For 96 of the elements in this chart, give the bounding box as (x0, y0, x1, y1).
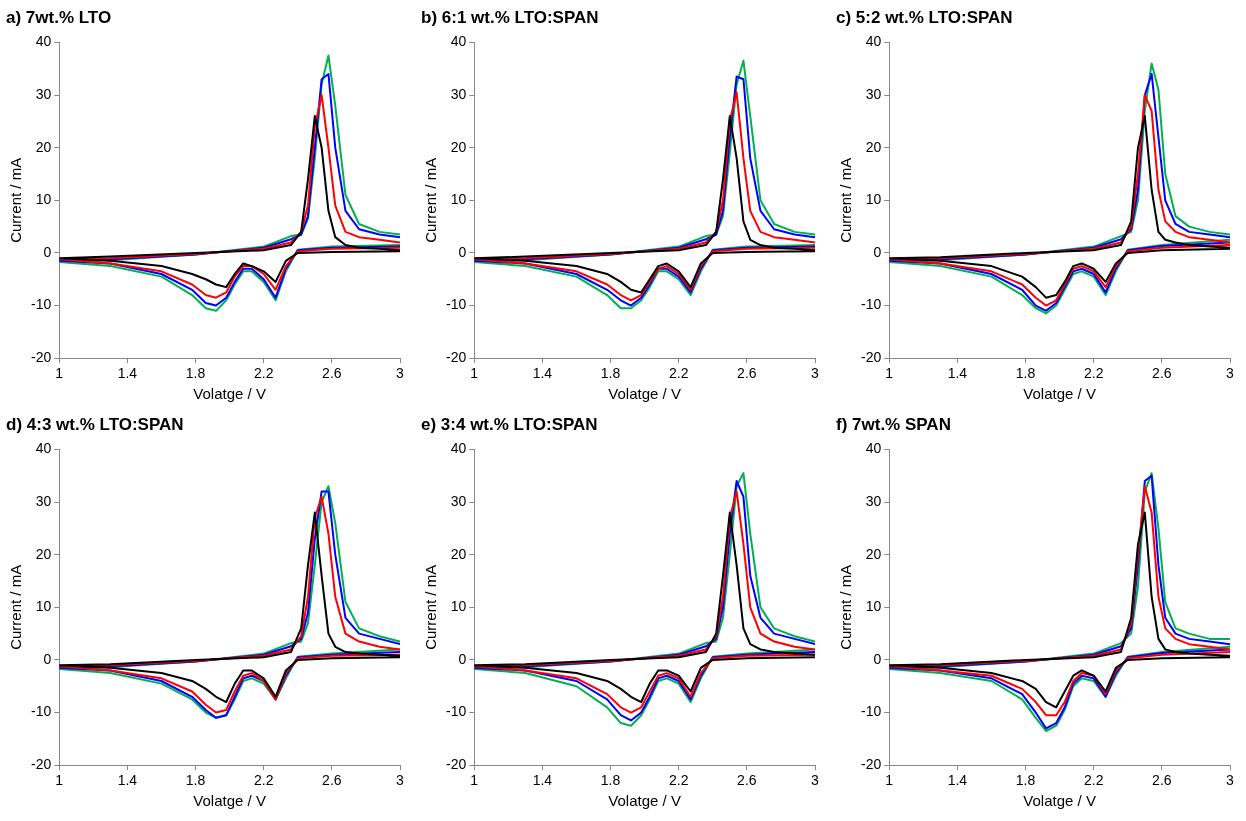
y-tick-label: 0 (458, 650, 467, 667)
y-axis-title: Current / mA (837, 157, 855, 243)
x-tick-label: 2.6 (322, 772, 342, 789)
y-tick-label: 40 (450, 33, 467, 50)
x-tick-label: 1 (885, 772, 894, 789)
x-tick-label: 2.2 (1083, 772, 1104, 789)
x-axis-title: Volatge / V (1023, 385, 1096, 403)
y-tick-label: -20 (861, 349, 882, 366)
y-axis-title: Current / mA (837, 564, 855, 650)
y-tick-label: 30 (450, 492, 467, 509)
x-axis-title: Volatge / V (193, 385, 266, 403)
x-tick-label: 1.8 (1015, 772, 1036, 789)
x-axis-title: Volatge / V (608, 385, 681, 403)
x-tick-label: 1.8 (600, 365, 621, 382)
x-tick-label: 3 (1226, 772, 1235, 789)
y-tick-label: -20 (446, 756, 467, 773)
y-tick-label: 0 (458, 243, 467, 260)
y-tick-label: 0 (873, 243, 882, 260)
chart-title: f) 7wt.% SPAN (836, 414, 951, 434)
x-tick-label: 1.4 (947, 365, 968, 382)
y-tick-label: -10 (31, 296, 52, 313)
x-tick-label: 1.4 (532, 772, 553, 789)
y-tick-label: 30 (865, 85, 882, 102)
y-tick-label: -10 (446, 703, 467, 720)
x-tick-label: 1.8 (185, 365, 206, 382)
y-tick-label: 40 (35, 33, 52, 50)
y-tick-label: 40 (865, 440, 882, 457)
x-tick-label: 1 (470, 365, 479, 382)
chart-title: e) 3:4 wt.% LTO:SPAN (421, 414, 598, 434)
y-tick-label: -20 (446, 349, 467, 366)
y-tick-label: 20 (865, 138, 882, 155)
x-tick-label: 2.6 (322, 365, 342, 382)
y-tick-label: -20 (31, 349, 52, 366)
x-tick-label: 3 (811, 772, 820, 789)
x-tick-label: 1.4 (117, 365, 138, 382)
chart-title: c) 5:2 wt.% LTO:SPAN (836, 7, 1013, 27)
y-axis-title: Current / mA (7, 157, 25, 243)
x-tick-label: 3 (396, 772, 405, 789)
y-tick-label: 0 (873, 650, 882, 667)
x-tick-label: 3 (1226, 365, 1235, 382)
y-tick-label: 30 (35, 492, 52, 509)
chart-title: a) 7wt.% LTO (6, 7, 112, 27)
y-tick-label: 20 (450, 138, 467, 155)
y-tick-label: -10 (446, 296, 467, 313)
x-tick-label: 2.2 (1083, 365, 1104, 382)
x-tick-label: 2.2 (668, 772, 689, 789)
y-axis-title: Current / mA (422, 157, 440, 243)
x-tick-label: 2.6 (1152, 365, 1172, 382)
x-tick-label: 1.4 (532, 365, 553, 382)
y-tick-label: 0 (43, 650, 52, 667)
x-tick-label: 3 (811, 365, 820, 382)
x-tick-label: 1.8 (1015, 365, 1036, 382)
y-tick-label: -20 (861, 756, 882, 773)
y-tick-label: -10 (861, 296, 882, 313)
y-tick-label: -10 (861, 703, 882, 720)
y-tick-label: 40 (865, 33, 882, 50)
y-tick-label: 10 (865, 598, 882, 615)
y-axis-title: Current / mA (7, 564, 25, 650)
y-tick-label: 20 (450, 545, 467, 562)
y-tick-label: 30 (35, 85, 52, 102)
y-tick-label: 10 (35, 191, 52, 208)
y-tick-label: 10 (865, 191, 882, 208)
chart-title: d) 4:3 wt.% LTO:SPAN (6, 414, 184, 434)
x-tick-label: 2.2 (668, 365, 689, 382)
x-axis-title: Volatge / V (608, 792, 681, 810)
y-tick-label: 30 (865, 492, 882, 509)
x-tick-label: 1.4 (947, 772, 968, 789)
x-axis-title: Volatge / V (193, 792, 266, 810)
x-tick-label: 1 (470, 772, 479, 789)
x-tick-label: 1.4 (117, 772, 138, 789)
y-tick-label: 20 (865, 545, 882, 562)
x-axis-title: Volatge / V (1023, 792, 1096, 810)
x-tick-label: 1.8 (600, 772, 621, 789)
y-tick-label: 10 (35, 598, 52, 615)
y-tick-label: 20 (35, 138, 52, 155)
y-tick-label: 40 (450, 440, 467, 457)
x-tick-label: 2.6 (1152, 772, 1172, 789)
y-tick-label: 40 (35, 440, 52, 457)
x-tick-label: 1 (55, 365, 64, 382)
x-tick-label: 2.2 (253, 365, 274, 382)
y-tick-label: -20 (31, 756, 52, 773)
y-tick-label: -10 (31, 703, 52, 720)
y-axis-title: Current / mA (422, 564, 440, 650)
y-tick-label: 20 (35, 545, 52, 562)
x-tick-label: 2.6 (737, 772, 757, 789)
x-tick-label: 2.6 (737, 365, 757, 382)
chart-title: b) 6:1 wt.% LTO:SPAN (421, 7, 599, 27)
y-tick-label: 10 (450, 191, 467, 208)
y-tick-label: 10 (450, 598, 467, 615)
y-tick-label: 0 (43, 243, 52, 260)
x-tick-label: 1 (885, 365, 894, 382)
y-tick-label: 30 (450, 85, 467, 102)
x-tick-label: 1.8 (185, 772, 206, 789)
x-tick-label: 1 (55, 772, 64, 789)
x-tick-label: 2.2 (253, 772, 274, 789)
x-tick-label: 3 (396, 365, 405, 382)
